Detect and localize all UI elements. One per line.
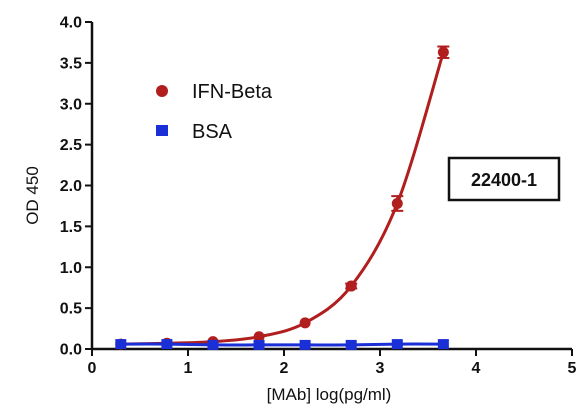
x-tick-label: 1 — [184, 360, 193, 377]
annotation-label: 22400-1 — [471, 170, 537, 190]
data-point — [115, 339, 127, 350]
y-tick-label: 2.5 — [60, 137, 82, 154]
data-point — [299, 339, 311, 350]
legend-label: IFN-Beta — [192, 81, 273, 103]
data-point — [345, 280, 357, 292]
legend-marker-bsa — [156, 125, 168, 136]
y-axis-title: OD 450 — [23, 166, 42, 225]
data-point — [391, 339, 403, 350]
x-tick-label: 3 — [376, 360, 385, 377]
y-tick-label: 3.0 — [60, 96, 82, 113]
ticks: 0.0 0.5 1.0 1.5 2.0 2.5 3.0 3.5 4.0 0 1 2 3 4 5 — [60, 15, 577, 378]
y-tick-label: 3.5 — [60, 55, 82, 72]
data-point — [161, 339, 173, 350]
legend-marker-ifn-beta — [156, 85, 168, 97]
y-tick-label: 0.0 — [60, 342, 82, 359]
data-point — [437, 46, 449, 58]
x-tick-label: 2 — [280, 360, 289, 377]
x-tick-label: 0 — [88, 360, 97, 377]
y-tick-label: 1.0 — [60, 260, 82, 277]
data-point — [437, 339, 449, 350]
x-axis-title: [MAb] log(pg/ml) — [267, 385, 392, 404]
y-tick-label: 1.5 — [60, 219, 82, 236]
series-layer — [115, 45, 450, 350]
data-point — [207, 339, 219, 350]
legend-label: BSA — [192, 121, 233, 143]
legend: IFN-Beta BSA — [156, 81, 273, 143]
y-tick-label: 4.0 — [60, 15, 82, 32]
series-bsa — [115, 339, 449, 350]
data-point — [253, 331, 265, 343]
data-point — [391, 197, 403, 209]
y-tick-label: 2.0 — [60, 178, 82, 195]
annotation-badge: 22400-1 — [447, 156, 561, 202]
data-point — [345, 339, 357, 350]
x-tick-label: 4 — [472, 360, 481, 377]
y-tick-label: 0.5 — [60, 301, 82, 318]
series-line — [120, 51, 445, 346]
annotation-box — [447, 156, 561, 202]
x-tick-label: 5 — [568, 360, 577, 377]
data-point — [253, 339, 265, 350]
data-point — [299, 317, 311, 329]
